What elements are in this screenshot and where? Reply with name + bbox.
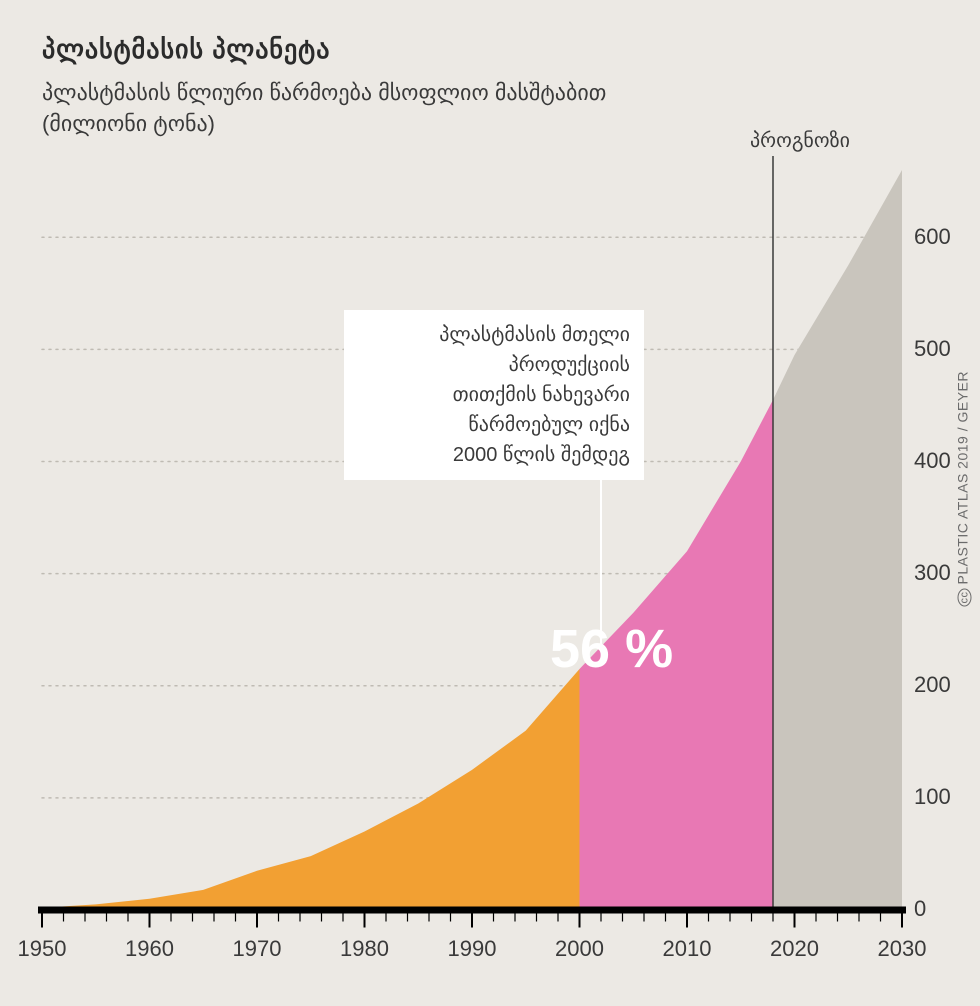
y-tick-label: 500 (914, 336, 951, 362)
callout-line-1: პლასტმასის მთელი (358, 320, 630, 350)
x-tick-label: 2020 (767, 936, 823, 962)
y-tick-label: 600 (914, 224, 951, 250)
area-chart (0, 0, 980, 1006)
x-tick-label: 1990 (444, 936, 500, 962)
x-tick-label: 1970 (229, 936, 285, 962)
x-tick-label: 1980 (337, 936, 393, 962)
x-tick-label: 1960 (122, 936, 178, 962)
source-credit: cc PLASTIC ATLAS 2019 / GEYER (954, 371, 970, 607)
cc-icon: cc (957, 589, 971, 607)
y-tick-label: 100 (914, 784, 951, 810)
callout-line-2: პროდუქციის (358, 350, 630, 380)
callout-line-4: წარმოებულ იქნა (358, 410, 630, 440)
percentage-label: 56 % (550, 618, 673, 680)
x-tick-label: 2030 (874, 936, 930, 962)
callout-line-5: 2000 წლის შემდეგ (358, 440, 630, 470)
x-tick-label: 2010 (659, 936, 715, 962)
y-tick-label: 400 (914, 448, 951, 474)
page: პლასტმასის პლანეტა პლასტმასის წლიური წარ… (0, 0, 980, 1006)
callout-box: პლასტმასის მთელი პროდუქციის თითქმის ნახე… (344, 310, 644, 480)
y-tick-label: 200 (914, 672, 951, 698)
x-tick-label: 2000 (552, 936, 608, 962)
y-tick-label: 300 (914, 560, 951, 586)
callout-line-3: თითქმის ნახევარი (358, 380, 630, 410)
y-tick-label: 0 (914, 896, 926, 922)
source-text: PLASTIC ATLAS 2019 / GEYER (954, 371, 970, 585)
x-tick-label: 1950 (14, 936, 70, 962)
